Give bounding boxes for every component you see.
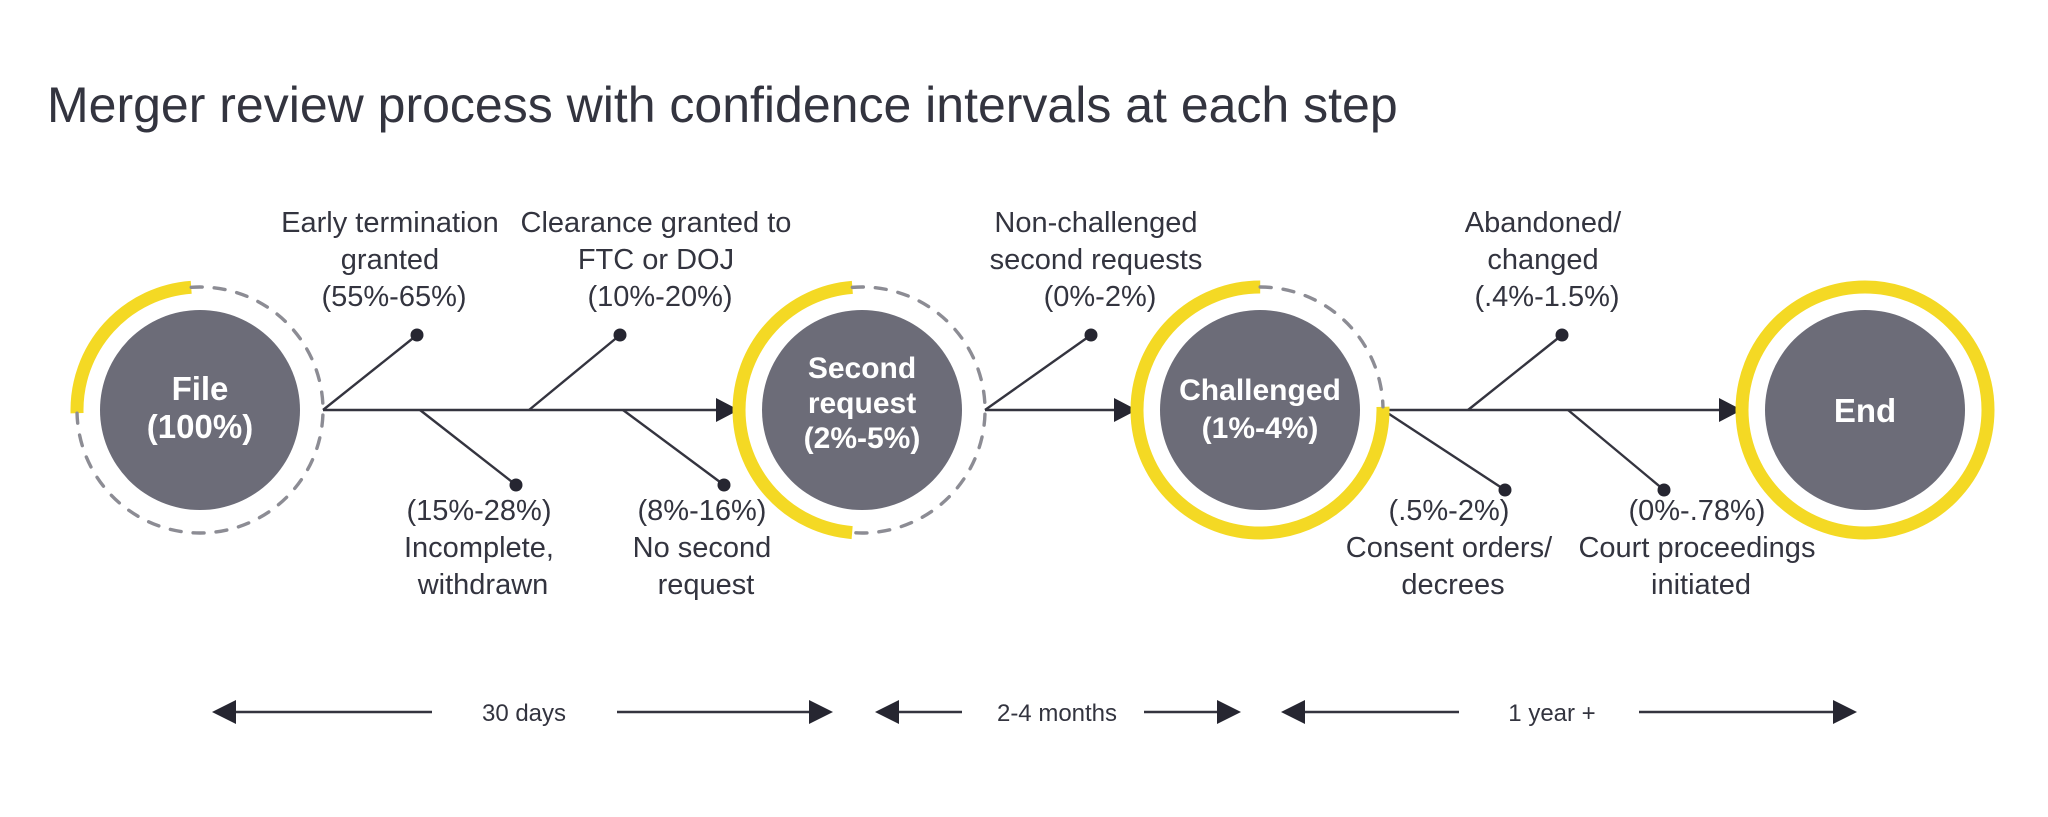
- svg-text:2-4 months: 2-4 months: [997, 700, 1117, 727]
- svg-text:Clearance granted to FTC: Clearance granted to FTC or DOJ (10%-20%…: [521, 207, 800, 313]
- svg-text:Challenged: Challenged: [1179, 374, 1341, 407]
- svg-text:End: End: [1834, 392, 1896, 429]
- svg-text:(100%): (100%): [147, 408, 253, 445]
- svg-text:Abandoned/ changed: Abandoned/ changed (.4%-1.5%): [1465, 207, 1630, 313]
- svg-text:(15%-28%) Incomplete,: (15%-28%) Incomplete, withdrawn: [404, 495, 562, 601]
- svg-text:Early termination grante: Early termination granted (55%-65%): [281, 207, 507, 313]
- svg-text:request: request: [808, 387, 916, 420]
- svg-text:File: File: [172, 370, 229, 407]
- svg-text:30 days: 30 days: [482, 700, 566, 727]
- svg-text:(1%-4%): (1%-4%): [1202, 412, 1319, 445]
- svg-text:(2%-5%): (2%-5%): [804, 422, 921, 455]
- svg-text:1 year +: 1 year +: [1508, 700, 1595, 727]
- svg-text:(8%-16%) No second: (8%-16%) No second request: [633, 495, 780, 601]
- svg-text:(.5%-2%) Consent orders/: (.5%-2%) Consent orders/ decrees: [1346, 495, 1560, 601]
- svg-text:Non-challenged second re: Non-challenged second requests (0%-2%): [990, 207, 1211, 313]
- svg-text:Second: Second: [808, 352, 916, 385]
